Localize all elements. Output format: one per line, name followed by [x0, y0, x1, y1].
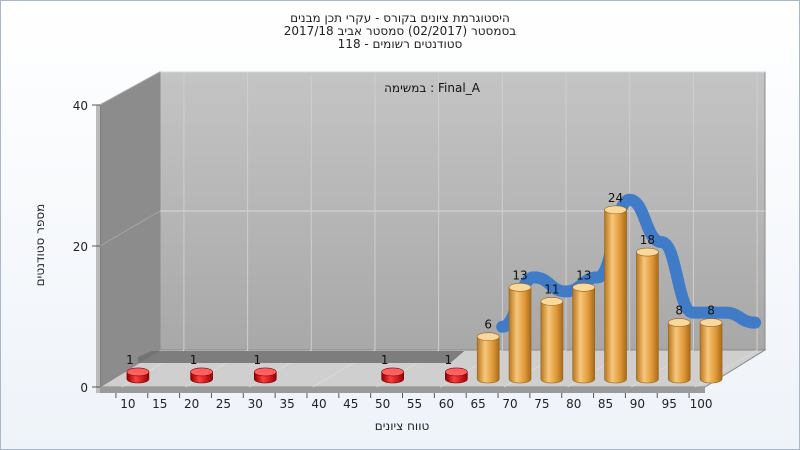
y-tick-label: 20: [73, 240, 88, 254]
y-tick-label: 40: [73, 99, 88, 113]
x-tick-label: 20: [184, 397, 199, 411]
x-tick-label: 60: [439, 397, 454, 411]
bar-value-label: 8: [707, 304, 715, 318]
chart-floor-front: [100, 387, 705, 393]
distribution-curve: [496, 193, 762, 333]
bar-top: [572, 283, 596, 292]
histogram-bar: 1: [445, 353, 468, 384]
histogram-bar: 11: [540, 282, 564, 384]
x-tick-label: 10: [120, 397, 135, 411]
histogram-bar: 1: [190, 353, 213, 384]
bar-body: [476, 336, 500, 384]
x-tick-label: 25: [216, 397, 231, 411]
histogram-bar: 13: [572, 268, 596, 384]
bar-body: [667, 322, 691, 384]
gridline-side: [99, 71, 161, 106]
x-tick-label: 65: [471, 397, 486, 411]
bar-body: [636, 251, 659, 384]
x-tick-label: 100: [690, 397, 713, 411]
histogram-bar: 1: [253, 353, 277, 384]
bar-top: [381, 367, 404, 377]
chart-title-line-2: בסמסטר (02/2017) סמסטר אביב 2017/18: [283, 24, 517, 38]
bar-value-label: 1: [253, 353, 261, 367]
bar-value-label: 13: [512, 268, 527, 282]
bar-top: [667, 318, 691, 327]
bar-value-label: 1: [445, 353, 453, 367]
x-tick-label: 15: [152, 397, 167, 411]
bar-value-label: 13: [576, 268, 591, 282]
bar-value-label: 1: [190, 353, 198, 367]
x-tick-label: 40: [311, 397, 326, 411]
bar-body: [508, 287, 532, 384]
bar-top: [476, 332, 500, 342]
low-count-ribbon: [137, 351, 465, 363]
bar-value-label: 1: [381, 353, 389, 367]
bar-top: [190, 367, 213, 377]
x-tick-label: 45: [343, 397, 358, 411]
bar-top: [540, 297, 564, 306]
histogram-bar: 6: [476, 318, 500, 384]
distribution-curve-layer: [496, 193, 762, 333]
y-axis-title: מספר סטודנטים: [33, 204, 47, 287]
bar-value-label: 11: [544, 282, 559, 296]
histogram-bar: 13: [508, 268, 532, 384]
chart-title-line-1: היסטוגרמת ציונים בקורס - עקרי תכן מבנים: [290, 11, 510, 25]
bar-top: [253, 367, 277, 377]
y-tick-label: 0: [80, 381, 88, 395]
bar-body: [699, 322, 723, 384]
bar-top: [604, 205, 627, 215]
histogram-bar: 8: [699, 304, 723, 384]
x-tick-label: 90: [630, 397, 645, 411]
x-tick-label: 80: [566, 397, 581, 411]
x-axis-title: טווח ציונים: [375, 419, 430, 433]
bar-value-label: 8: [675, 304, 683, 318]
bar-top: [636, 247, 659, 257]
x-tick-label: 55: [407, 397, 422, 411]
x-tick-label: 50: [375, 397, 390, 411]
bar-value-label: 1: [126, 353, 134, 367]
chart-annotation: במשימה : Final_A: [384, 81, 481, 95]
histogram-bar: 18: [636, 233, 659, 384]
bar-top: [126, 367, 150, 377]
bar-body: [572, 287, 596, 384]
bar-top: [508, 283, 532, 292]
bar-top: [445, 367, 468, 377]
chart-side-wall: [99, 71, 161, 388]
histogram-bar: 8: [667, 304, 691, 384]
x-tick-label: 70: [502, 397, 517, 411]
bar-top: [699, 318, 723, 327]
gridline-side: [99, 210, 161, 247]
chart-axis-edge: [96, 105, 100, 393]
bar-value-label: 24: [608, 191, 623, 205]
tick-labels: 0 20 40 10 15 20 25 30 35 40 45 50 55 60 65 70 75 80 85 90 9…: [73, 99, 713, 411]
x-tick-label: 75: [534, 397, 549, 411]
x-tick-label: 35: [279, 397, 294, 411]
chart-gridlines: [99, 71, 765, 388]
histogram-bar: 24: [604, 191, 627, 384]
histogram-bar: 1: [126, 353, 150, 384]
chart-title-line-3: סטודנטים רשומים - 118: [337, 37, 463, 51]
bar-body: [540, 301, 564, 384]
x-tick-label: 85: [598, 397, 613, 411]
x-tick-label: 30: [248, 397, 263, 411]
bar-body: [604, 209, 627, 384]
bar-value-label: 18: [640, 233, 655, 247]
bar-value-label: 6: [484, 318, 492, 332]
histogram-bar: 1: [381, 353, 404, 384]
x-tick-label: 95: [662, 397, 677, 411]
